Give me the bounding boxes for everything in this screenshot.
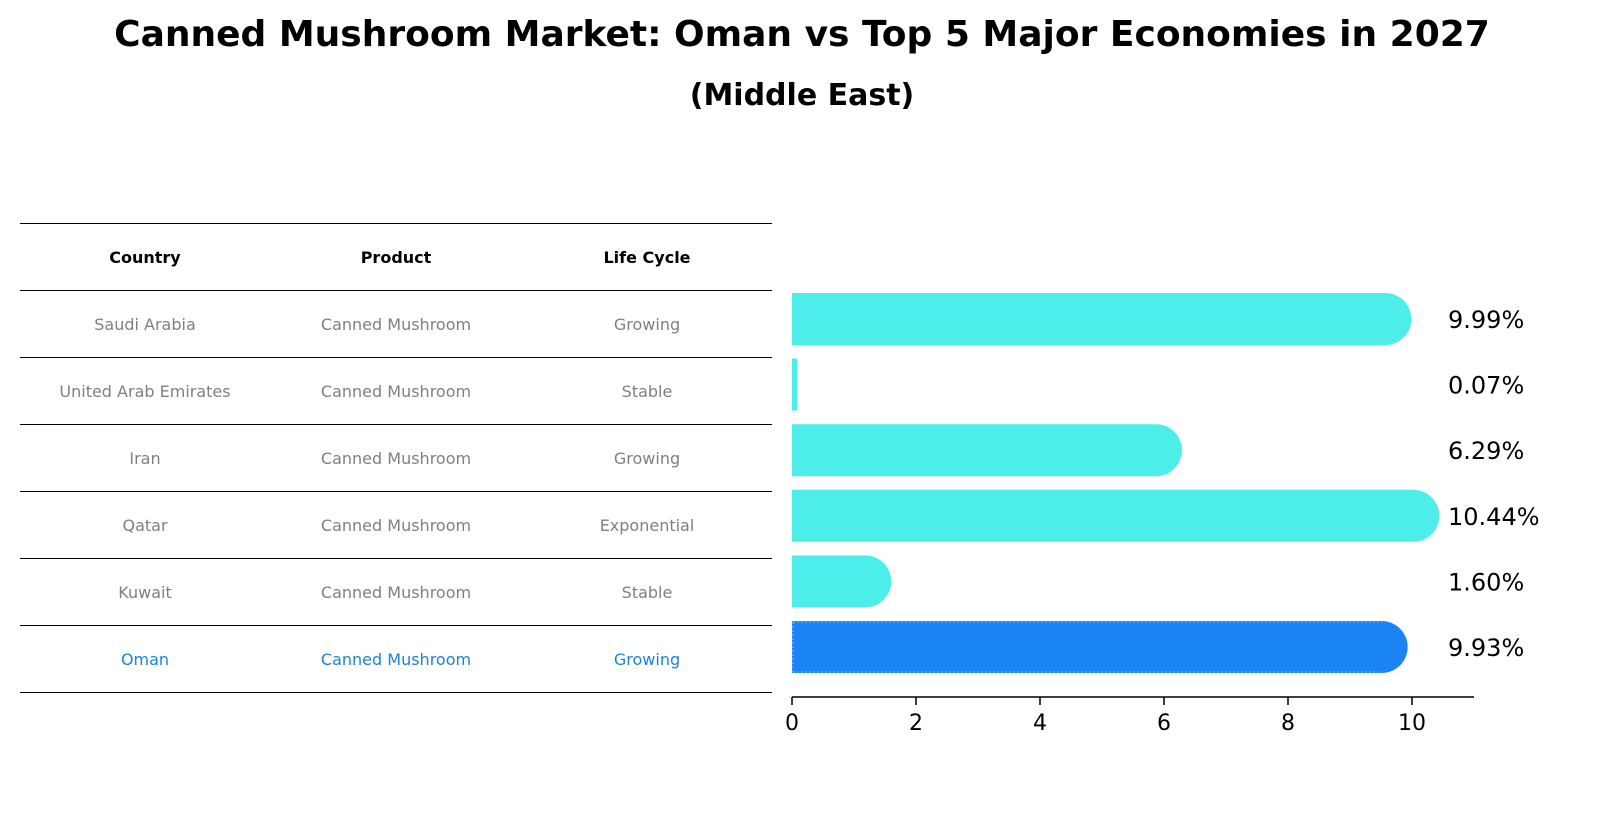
table-row-highlight: Oman Canned Mushroom Growing [20,625,772,693]
bar-value-label: 0.07% [1448,372,1524,400]
x-tick-label: 4 [1033,711,1047,736]
x-tick-label: 0 [785,711,799,736]
country-cell: Saudi Arabia [94,314,196,334]
bar-saudi-arabia [792,293,1412,345]
chart-subtitle: (Middle East) [689,78,915,113]
bar-value-label: 9.93% [1448,634,1524,662]
country-cell: Iran [129,448,161,468]
bar-value-label: 9.99% [1448,306,1524,334]
table-row: United Arab Emirates Canned Mushroom Sta… [20,357,772,424]
highlight-bar-outline [792,621,1382,673]
life-cycle-cell: Growing [613,314,681,334]
header-product: Product [360,247,432,267]
life-cycle-cell: Growing [613,448,681,468]
life-cycle-cell: Stable [621,582,673,602]
life-cycle-cell: Exponential [599,515,695,535]
header-life-cycle: Life Cycle [603,247,691,267]
country-cell: Qatar [122,515,168,535]
table-header-row: Country Product Life Cycle [20,223,772,290]
x-tick-label: 8 [1281,711,1295,736]
product-cell: Canned Mushroom [320,448,472,468]
country-cell: United Arab Emirates [59,381,231,401]
bar-value-label: 10.44% [1448,503,1540,531]
bar-oman [792,621,1408,673]
table-row: Qatar Canned Mushroom Exponential [20,491,772,558]
header-country: Country [109,247,181,267]
product-cell: Canned Mushroom [320,314,472,334]
product-cell: Canned Mushroom [320,582,472,602]
bar-qatar [792,489,1440,542]
x-tick-label: 2 [909,711,923,736]
country-cell: Oman [120,649,170,669]
bar-united-arab-emirates [792,358,797,411]
product-cell: Canned Mushroom [320,515,472,535]
country-cell: Kuwait [118,582,172,602]
product-cell: Canned Mushroom [320,649,472,669]
chart-title: Canned Mushroom Market: Oman vs Top 5 Ma… [114,14,1490,55]
bar-kuwait [792,555,892,608]
table-row: Kuwait Canned Mushroom Stable [20,558,772,625]
table-row: Saudi Arabia Canned Mushroom Growing [20,290,772,357]
life-cycle-cell: Growing [613,649,681,669]
x-tick-label: 10 [1398,711,1426,736]
bar-value-label: 6.29% [1448,437,1524,465]
x-tick-label: 6 [1157,711,1171,736]
market-table: Country Product Life Cycle Saudi Arabia … [20,223,772,693]
bar-value-label: 1.60% [1448,568,1524,596]
life-cycle-cell: Stable [621,381,673,401]
bar-chart: 9.99% 0.07% 6.29% 10.44% 1.60% 9.93% 0 2 4 6 8 10 [785,293,1540,736]
product-cell: Canned Mushroom [320,381,472,401]
table-row: Iran Canned Mushroom Growing [20,424,772,491]
bar-iran [792,424,1182,477]
